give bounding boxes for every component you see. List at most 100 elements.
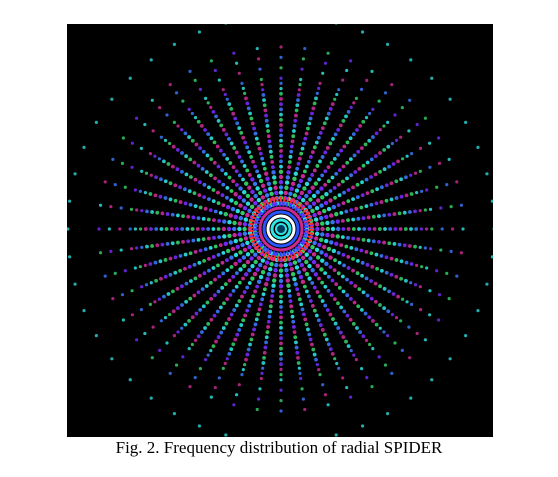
spoke-dot (212, 140, 217, 145)
spoke-dot (245, 212, 250, 218)
spoke-dot (315, 363, 319, 367)
spoke-dot (312, 145, 317, 150)
spoke-dot (313, 181, 319, 186)
center-ring (248, 196, 314, 262)
spoke-dot (345, 293, 350, 298)
spoke-dot (341, 201, 346, 206)
spoke-dot (250, 276, 255, 281)
spoke-dot (298, 178, 304, 184)
spoke-dot (407, 210, 412, 214)
spoke-dot (150, 210, 155, 214)
spoke-dot (356, 216, 361, 221)
spoke-dot (390, 371, 394, 375)
spoke-dot (304, 181, 310, 187)
spoke-dot (449, 249, 453, 253)
spoke-dot (135, 338, 139, 342)
spoke-dot (344, 114, 348, 119)
spoke-dot (318, 323, 323, 327)
spoke-dot (264, 118, 269, 123)
spoke-dot (233, 261, 238, 267)
spoke-dot (223, 361, 227, 366)
spoke-dot (299, 302, 304, 307)
spoke-dot (445, 271, 449, 276)
spoke-dot (345, 176, 349, 181)
spoke-dot (308, 256, 313, 261)
spoke-dot (252, 126, 256, 131)
spoke-dot (245, 308, 250, 313)
spoke-dot (164, 227, 169, 231)
spoke-dot (336, 226, 341, 232)
spoke-dot (242, 222, 248, 227)
spoke-dot (203, 326, 207, 330)
spoke-dot (187, 135, 191, 139)
spoke-dot (354, 96, 358, 100)
spoke-dot (423, 116, 427, 120)
spoke-dot (150, 356, 154, 360)
spoke-dot (348, 136, 353, 141)
spoke-dot (257, 397, 261, 401)
spoke-dot (188, 296, 193, 301)
spoke-dot (326, 342, 331, 347)
spoke-dot (400, 297, 405, 301)
spoke-dot (268, 266, 273, 272)
spoke-dot (360, 87, 364, 91)
spoke-dot (392, 212, 397, 216)
spoke-dot (328, 107, 333, 111)
spoke-dot (307, 189, 312, 195)
spoke-dot (374, 322, 379, 327)
spoke-dot (225, 258, 229, 263)
spoke-dot (464, 120, 468, 124)
spoke-dot (232, 226, 237, 232)
spoke-dot (253, 164, 258, 169)
spoke-dot (273, 268, 278, 273)
spoke-dot (149, 227, 153, 231)
spoke-dot (240, 159, 244, 164)
spoke-dot (299, 376, 303, 381)
spoke-dot (255, 186, 260, 191)
spoke-dot (140, 209, 144, 213)
spoke-dot (245, 285, 250, 290)
spoke-dot (149, 396, 153, 400)
spoke-dot (278, 263, 284, 268)
spoke-dot (232, 232, 237, 238)
spoke-dot (365, 191, 370, 196)
spoke-dot (316, 135, 321, 140)
spoke-dot (174, 91, 179, 95)
spoke-dot (351, 217, 356, 222)
spoke-dot (377, 227, 382, 231)
spoke-dot (172, 120, 176, 124)
spoke-dot (319, 203, 324, 208)
spoke-dot (226, 226, 232, 232)
spoke-dot (386, 42, 390, 46)
spoke-dot (355, 195, 360, 200)
spoke-dot (197, 193, 202, 198)
spoke-dot (324, 337, 329, 342)
spoke-dot (370, 385, 374, 389)
spoke-dot (339, 148, 344, 153)
spoke-dot (382, 124, 386, 128)
spoke-dot (301, 57, 305, 61)
center-ring (266, 214, 296, 244)
spoke-dot (437, 136, 441, 140)
spoke-dot (223, 212, 228, 217)
spoke-dot (249, 299, 254, 303)
spoke-dot (234, 271, 239, 276)
spoke-dot (320, 327, 325, 332)
spoke-dot (279, 305, 283, 309)
spoke-dot (335, 234, 340, 239)
spoke-dot (199, 330, 204, 335)
spoke-dot (193, 116, 198, 120)
spoke-dot (278, 278, 284, 284)
spoke-dot (266, 319, 271, 324)
spoke-dot (103, 274, 107, 278)
spoke-dot (323, 61, 328, 65)
spoke-dot (464, 334, 468, 338)
spoke-dot (360, 260, 365, 265)
spoke-dot (184, 299, 189, 304)
spoke-dot (408, 356, 412, 360)
spoke-dot (360, 367, 364, 371)
spoke-dot (171, 164, 175, 169)
spoke-dot (338, 330, 343, 335)
spoke-dot (310, 281, 315, 285)
spoke (304, 230, 493, 259)
